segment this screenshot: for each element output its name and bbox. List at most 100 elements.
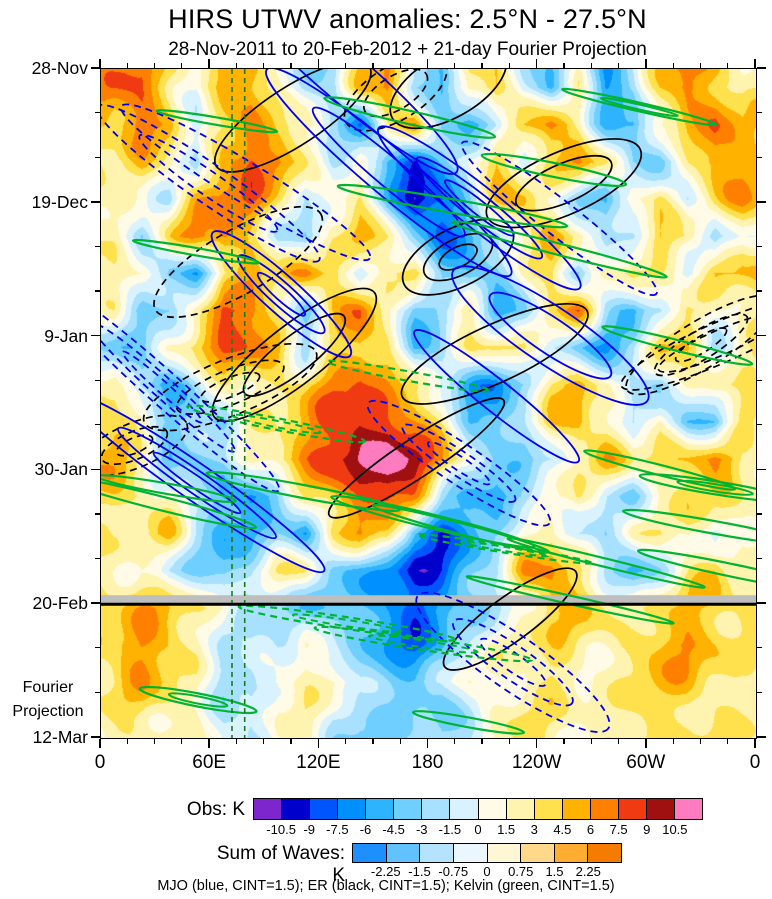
axis-tick [181, 63, 183, 68]
axis-tick [372, 63, 374, 68]
axis-tick [95, 156, 100, 158]
axis-tick [208, 59, 210, 68]
axis-tick [617, 63, 620, 68]
obs-colorbar-segment [254, 799, 282, 819]
axis-tick [95, 290, 100, 292]
obs-colorbar-segment [589, 799, 618, 819]
axis-tick [756, 468, 766, 471]
axis-tick [756, 513, 762, 515]
waves-colorbar-segment [353, 844, 386, 862]
waves-colorbar-segment [486, 844, 521, 862]
axis-tick [756, 602, 766, 604]
axis-tick [727, 738, 729, 744]
contour-overlay [101, 69, 756, 738]
axis-tick [756, 379, 762, 381]
axis-tick [290, 738, 292, 744]
x-tick-label: 60W [626, 752, 666, 773]
axis-tick [672, 738, 674, 744]
axis-tick [645, 59, 647, 68]
axis-tick [95, 647, 100, 649]
axis-tick [645, 738, 647, 748]
obs-colorbar-tick-label: -7.5 [326, 822, 349, 837]
axis-tick [263, 738, 265, 744]
waves-colorbar [352, 843, 622, 863]
chart-subtitle: 28-Nov-2011 to 20-Feb-2012 + 21-day Four… [168, 39, 647, 60]
axis-tick [563, 738, 565, 744]
axis-tick [399, 738, 401, 744]
waves-colorbar-segment [385, 844, 420, 862]
fourier-projection-label: Fourier Projection [2, 676, 94, 724]
obs-colorbar-tick-label: 7.5 [609, 822, 628, 837]
axis-tick [99, 59, 101, 68]
axis-tick [699, 738, 701, 744]
axis-tick [235, 63, 238, 68]
axis-tick [756, 558, 762, 560]
axis-tick [208, 738, 210, 748]
axis-tick [508, 738, 510, 744]
waves-colorbar-tick-label: 0.75 [508, 864, 534, 879]
axis-tick [481, 63, 483, 68]
obs-colorbar [253, 798, 703, 820]
axis-tick [290, 63, 292, 68]
axis-tick [590, 63, 592, 68]
axis-tick [481, 738, 483, 744]
obs-colorbar-segment [477, 799, 506, 819]
axis-tick [756, 424, 762, 426]
obs-colorbar-tick-label: 0 [474, 822, 482, 837]
x-tick-label: 120W [511, 752, 562, 773]
obs-colorbar-segment [617, 799, 646, 819]
axis-tick [426, 738, 429, 748]
waves-colorbar-tick-label: 2.25 [575, 864, 601, 879]
axis-tick [454, 738, 456, 744]
axis-tick [95, 558, 100, 560]
obs-colorbar-segment [281, 799, 310, 819]
axis-tick [95, 513, 100, 515]
axis-tick [126, 63, 128, 68]
axis-tick [235, 738, 238, 744]
axis-tick [756, 245, 762, 247]
y-tick-label: 28-Nov [31, 58, 88, 78]
axis-tick [756, 112, 762, 114]
axis-tick [756, 67, 766, 69]
obs-colorbar-segment [673, 799, 702, 819]
axis-tick [535, 738, 538, 748]
obs-colorbar-segment [337, 799, 366, 819]
waves-colorbar-segment [553, 844, 588, 862]
waves-colorbar-tick-label: -1.5 [408, 864, 431, 879]
obs-colorbar-segment [449, 799, 478, 819]
x-tick-label: 0 [749, 752, 761, 773]
axis-tick [99, 738, 101, 748]
axis-tick [91, 468, 100, 471]
waves-colorbar-segment [419, 844, 453, 862]
waves-colorbar-tick-label: 0 [483, 864, 491, 879]
y-tick-label: 20-Feb [32, 593, 88, 614]
obs-colorbar-tick-label: -10.5 [266, 822, 296, 837]
axis-tick [126, 738, 128, 744]
waves-colorbar-tick-label: -2.25 [370, 864, 401, 879]
obs-colorbar-tick-label: -4.5 [382, 822, 405, 837]
axis-tick [95, 691, 100, 693]
plot-area [100, 68, 757, 739]
axis-tick [508, 63, 510, 68]
axis-tick [95, 424, 100, 426]
axis-tick [756, 156, 762, 158]
obs-colorbar-segment [561, 799, 590, 819]
x-tick-label: 0 [94, 752, 106, 773]
axis-tick [756, 647, 762, 649]
waves-colorbar-tick-label: -0.75 [438, 864, 469, 879]
axis-tick [91, 736, 100, 738]
fourier-label-line2: Projection [12, 703, 84, 720]
axis-tick [153, 738, 156, 744]
axis-tick [535, 59, 538, 68]
axis-tick [95, 112, 100, 114]
axis-tick [181, 738, 183, 744]
obs-colorbar-label: Obs: K [186, 799, 245, 820]
waves-colorbar-tick-label: 1.5 [545, 864, 564, 879]
axis-tick [727, 63, 729, 68]
x-tick-label: 120E [296, 752, 341, 773]
axis-tick [563, 63, 565, 68]
axis-tick [454, 63, 456, 68]
axis-tick [95, 245, 100, 247]
axis-tick [754, 738, 756, 748]
